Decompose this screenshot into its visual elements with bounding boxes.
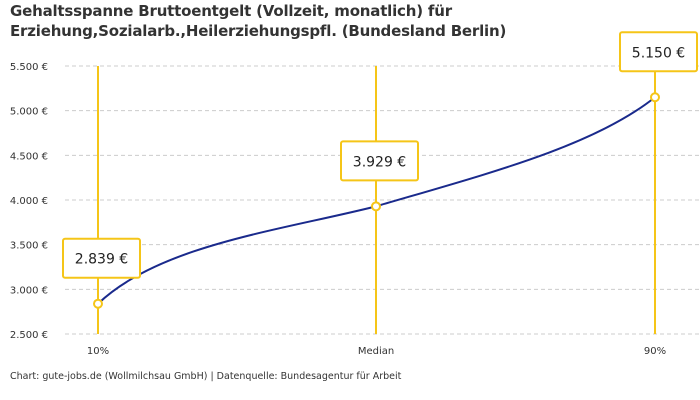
data-label-box: [62, 237, 141, 279]
data-label: 5.150 €: [632, 45, 685, 61]
data-point: [371, 201, 381, 212]
chart-title: Gehaltsspanne Bruttoentgelt (Vollzeit, m…: [10, 2, 507, 40]
data-point: [650, 92, 660, 103]
data-label-box: [619, 31, 698, 73]
y-tick-label: 5.500 €: [10, 62, 48, 73]
y-tick-label: 3.000 €: [10, 285, 48, 296]
data-point: [93, 298, 103, 309]
y-tick-label: 4.000 €: [10, 196, 48, 207]
data-label-box: [340, 140, 419, 182]
x-tick-label: 10%: [87, 346, 109, 357]
chart-source: Chart: gute-jobs.de (Wollmilchsau GmbH) …: [10, 371, 402, 382]
y-tick-label: 4.500 €: [10, 151, 48, 162]
x-tick-label: 90%: [644, 346, 666, 357]
y-tick-label: 2.500 €: [10, 330, 48, 341]
y-tick-label: 5.000 €: [10, 107, 48, 118]
data-label: 3.929 €: [353, 154, 406, 170]
data-label: 2.839 €: [75, 252, 128, 268]
x-tick-label: Median: [358, 346, 394, 357]
y-tick-label: 3.500 €: [10, 241, 48, 252]
